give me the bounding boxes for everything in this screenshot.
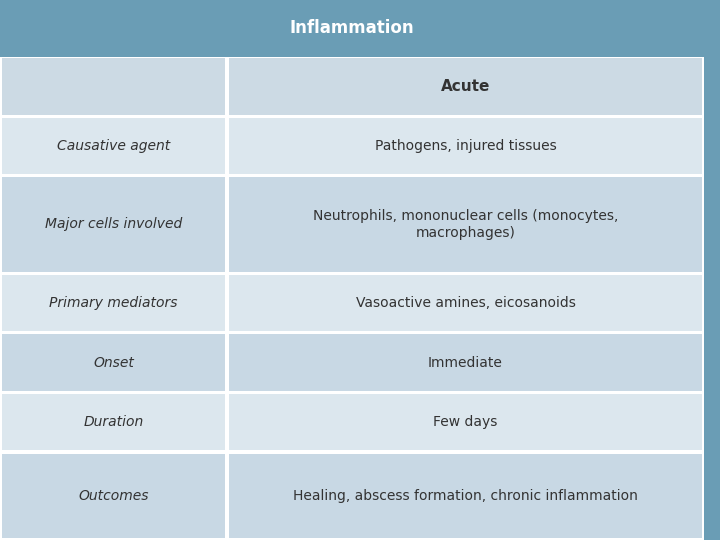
Text: Few days: Few days (433, 415, 498, 429)
Text: Immediate: Immediate (428, 356, 503, 369)
Bar (0, 116, 227, 176)
Bar (227, 116, 704, 176)
Bar (2, 334, 225, 391)
Bar (0, 57, 227, 116)
Bar (229, 58, 702, 114)
Bar (2, 118, 225, 174)
Text: Neutrophils, mononuclear cells (monocytes,
macrophages): Neutrophils, mononuclear cells (monocyte… (312, 210, 618, 240)
Bar (229, 334, 702, 391)
Text: Duration: Duration (84, 415, 143, 429)
Bar (227, 333, 704, 393)
Bar (229, 454, 702, 538)
Bar (227, 57, 704, 116)
Bar (2, 58, 225, 114)
Text: Inflammation: Inflammation (289, 19, 415, 37)
Bar (229, 178, 702, 272)
Bar (227, 176, 704, 273)
Bar (229, 275, 702, 331)
Text: Major cells involved: Major cells involved (45, 218, 182, 232)
Bar (0, 393, 227, 452)
Text: Vasoactive amines, eicosanoids: Vasoactive amines, eicosanoids (356, 296, 575, 310)
Bar (0, 273, 227, 333)
Bar (227, 452, 704, 540)
Text: Pathogens, injured tissues: Pathogens, injured tissues (374, 139, 557, 153)
Bar (2, 275, 225, 331)
Bar (227, 273, 704, 333)
Bar (2, 394, 225, 450)
Text: Onset: Onset (93, 356, 134, 369)
Bar (704, 57, 720, 540)
Text: Acute: Acute (441, 79, 490, 94)
Bar (0, 333, 227, 393)
Bar (229, 394, 702, 450)
Text: Causative agent: Causative agent (57, 139, 170, 153)
Text: Healing, abscess formation, chronic inflammation: Healing, abscess formation, chronic infl… (293, 489, 638, 503)
Bar (0, 176, 227, 273)
Bar (0, 0, 720, 57)
Bar (0, 452, 227, 540)
Bar (2, 178, 225, 272)
Text: Outcomes: Outcomes (78, 489, 148, 503)
Text: Primary mediators: Primary mediators (49, 296, 178, 310)
Bar (229, 118, 702, 174)
Bar (227, 393, 704, 452)
Bar (2, 454, 225, 538)
